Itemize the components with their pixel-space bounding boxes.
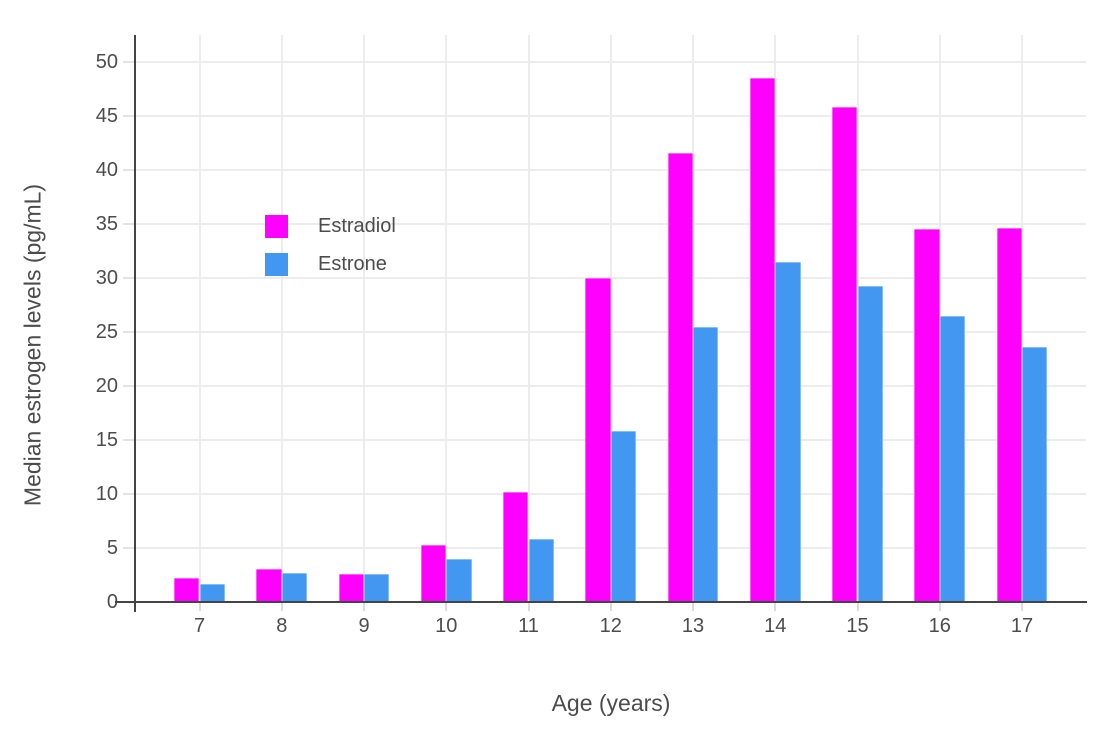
x-tick	[938, 603, 941, 611]
y-tick-label: 0	[106, 591, 118, 613]
legend: Estradiol Estrone	[265, 214, 396, 290]
gridline-horizontal	[136, 115, 1086, 117]
y-tick-label: 20	[95, 375, 118, 397]
x-axis-line	[115, 600, 1087, 603]
bar-estrone	[528, 539, 554, 602]
y-tick-label: 40	[95, 159, 118, 181]
gridline-horizontal	[136, 331, 1086, 333]
gridline-horizontal	[136, 223, 1086, 225]
bar-estradiol	[503, 491, 529, 602]
y-tick	[123, 277, 134, 279]
x-tick	[198, 603, 201, 611]
x-tick-label: 14	[764, 615, 787, 637]
gridline-horizontal	[136, 169, 1086, 171]
x-tick	[445, 603, 448, 611]
bar-estrone	[610, 431, 637, 602]
legend-item-estradiol[interactable]: Estradiol	[265, 214, 396, 238]
x-tick	[774, 603, 777, 611]
legend-swatch-estrone	[265, 252, 288, 276]
gridline-vertical	[280, 35, 283, 602]
bar-estradiol	[667, 152, 693, 602]
gridline-vertical	[609, 35, 612, 602]
gridline-horizontal	[136, 385, 1086, 387]
legend-item-estrone[interactable]: Estrone	[265, 252, 396, 276]
legend-label: Estradiol	[318, 215, 396, 237]
x-tick-label: 15	[846, 615, 869, 637]
x-tick	[609, 603, 612, 611]
bar-estradiol	[256, 568, 282, 602]
bar-estrone	[281, 572, 308, 602]
x-tick-label: 10	[435, 615, 458, 637]
x-axis-title: Age (years)	[551, 690, 671, 716]
gridline-vertical	[363, 35, 365, 602]
legend-swatch-estradiol	[265, 214, 288, 238]
y-axis-title: Median estrogen levels (pg/mL)	[19, 183, 46, 507]
bar-estrone	[364, 573, 390, 602]
bar-estradiol	[338, 573, 364, 602]
y-tick-label: 10	[95, 483, 118, 505]
y-tick	[123, 115, 134, 117]
x-tick-label: 12	[599, 615, 622, 637]
bar-estrone	[693, 326, 719, 602]
bar-estradiol	[585, 278, 611, 602]
y-tick-label: 30	[95, 267, 118, 289]
y-tick-label: 15	[95, 429, 118, 451]
bar-estradiol	[832, 107, 858, 602]
y-tick-label: 35	[95, 213, 118, 235]
plot-area	[136, 35, 1086, 602]
gridline-vertical	[692, 35, 694, 602]
y-tick	[123, 493, 134, 495]
x-tick	[527, 603, 530, 611]
x-tick	[856, 603, 859, 611]
x-tick	[280, 603, 283, 611]
gridline-horizontal	[136, 61, 1086, 63]
bar-estrone	[857, 285, 883, 602]
x-tick-label: 16	[928, 615, 951, 637]
x-tick	[363, 603, 365, 611]
y-tick	[123, 439, 134, 441]
y-tick	[123, 547, 134, 549]
legend-label: Estrone	[318, 253, 387, 275]
gridline-vertical	[527, 35, 530, 602]
bar-estradiol	[174, 578, 200, 602]
bar-estradiol	[420, 544, 447, 602]
x-tick-label: 17	[1010, 615, 1034, 637]
gridline-vertical	[1021, 35, 1023, 602]
bar-estrone	[1022, 347, 1048, 602]
bar-estrone	[775, 261, 801, 602]
bar-estradiol	[749, 78, 776, 602]
bar-estradiol	[996, 228, 1022, 602]
y-tick	[123, 169, 134, 171]
gridline-horizontal	[136, 277, 1086, 279]
y-tick-label: 50	[95, 51, 118, 73]
y-axis-line	[133, 35, 136, 612]
y-tick-label: 5	[106, 537, 118, 559]
x-tick-label: 7	[193, 615, 206, 637]
bar-estrone	[939, 315, 966, 602]
bar-estradiol	[914, 229, 940, 602]
y-tick	[123, 385, 134, 387]
bar-estrone	[446, 558, 472, 602]
x-tick	[692, 603, 694, 611]
y-tick-label: 45	[95, 105, 118, 127]
y-tick	[123, 61, 134, 63]
x-tick	[1021, 603, 1023, 611]
y-tick	[123, 331, 134, 333]
y-tick-label: 25	[95, 321, 118, 343]
x-tick-label: 9	[358, 615, 370, 637]
bar-estrone	[199, 583, 225, 602]
x-tick-label: 13	[681, 615, 705, 637]
gridline-vertical	[445, 35, 448, 602]
x-tick-label: 8	[276, 615, 288, 637]
y-tick	[123, 223, 134, 225]
x-tick-label: 11	[518, 615, 539, 637]
gridline-vertical	[198, 35, 201, 602]
